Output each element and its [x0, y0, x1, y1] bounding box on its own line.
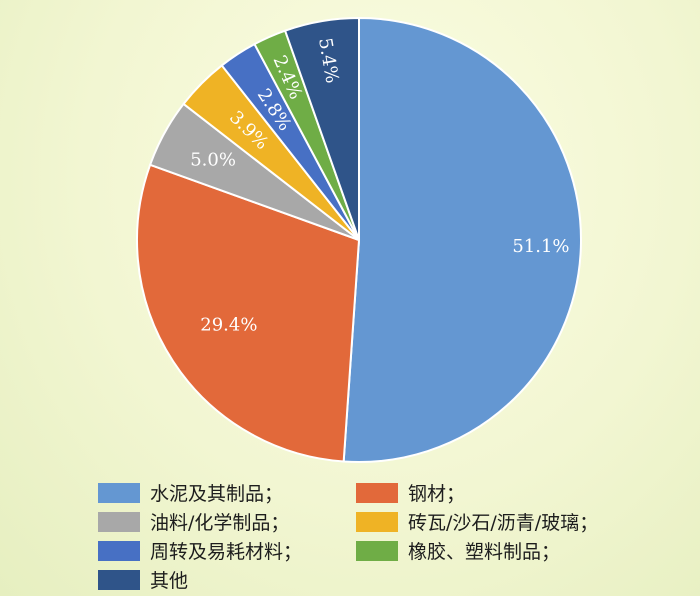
- pie-slice-other: [283, 16, 360, 241]
- legend-swatch: [356, 540, 398, 561]
- legend: 水泥及其制品； 钢材； 油料/化学制品； 砖瓦/沙石/沥青/玻璃； 周转及易耗材…: [98, 480, 616, 592]
- legend-label: 周转及易耗材料；: [150, 541, 303, 563]
- legend-swatch: [98, 511, 140, 532]
- legend-label: 橡胶、塑料制品；: [408, 541, 561, 563]
- pie-slice-steel: [136, 163, 361, 463]
- legend-item-oil-chemicals: 油料/化学制品；: [98, 509, 348, 534]
- legend-item-bricks-sand-asphalt-glass: 砖瓦/沙石/沥青/玻璃；: [356, 509, 616, 534]
- data-label-steel: 29.4%: [200, 314, 257, 335]
- legend-swatch: [356, 511, 398, 532]
- pie-slice-cement: [342, 16, 582, 463]
- legend-item-turnover-consumables: 周转及易耗材料；: [98, 538, 348, 563]
- data-label-oil-chemicals: 5.0%: [190, 149, 236, 170]
- legend-swatch: [98, 569, 140, 590]
- legend-label: 砖瓦/沙石/沥青/玻璃；: [408, 512, 599, 534]
- legend-item-rubber-plastic: 橡胶、塑料制品；: [356, 538, 616, 563]
- legend-item-steel: 钢材；: [356, 480, 616, 505]
- legend-swatch: [98, 482, 140, 503]
- legend-label: 其他: [150, 570, 189, 592]
- legend-label: 钢材；: [408, 483, 466, 505]
- legend-label: 水泥及其制品；: [150, 483, 284, 505]
- legend-item-cement: 水泥及其制品；: [98, 480, 348, 505]
- legend-label: 油料/化学制品；: [150, 512, 290, 534]
- data-label-cement: 51.1%: [512, 236, 569, 257]
- legend-item-other: 其他: [98, 567, 348, 592]
- legend-swatch: [356, 482, 398, 503]
- pie-slices: [136, 16, 582, 463]
- legend-swatch: [98, 540, 140, 561]
